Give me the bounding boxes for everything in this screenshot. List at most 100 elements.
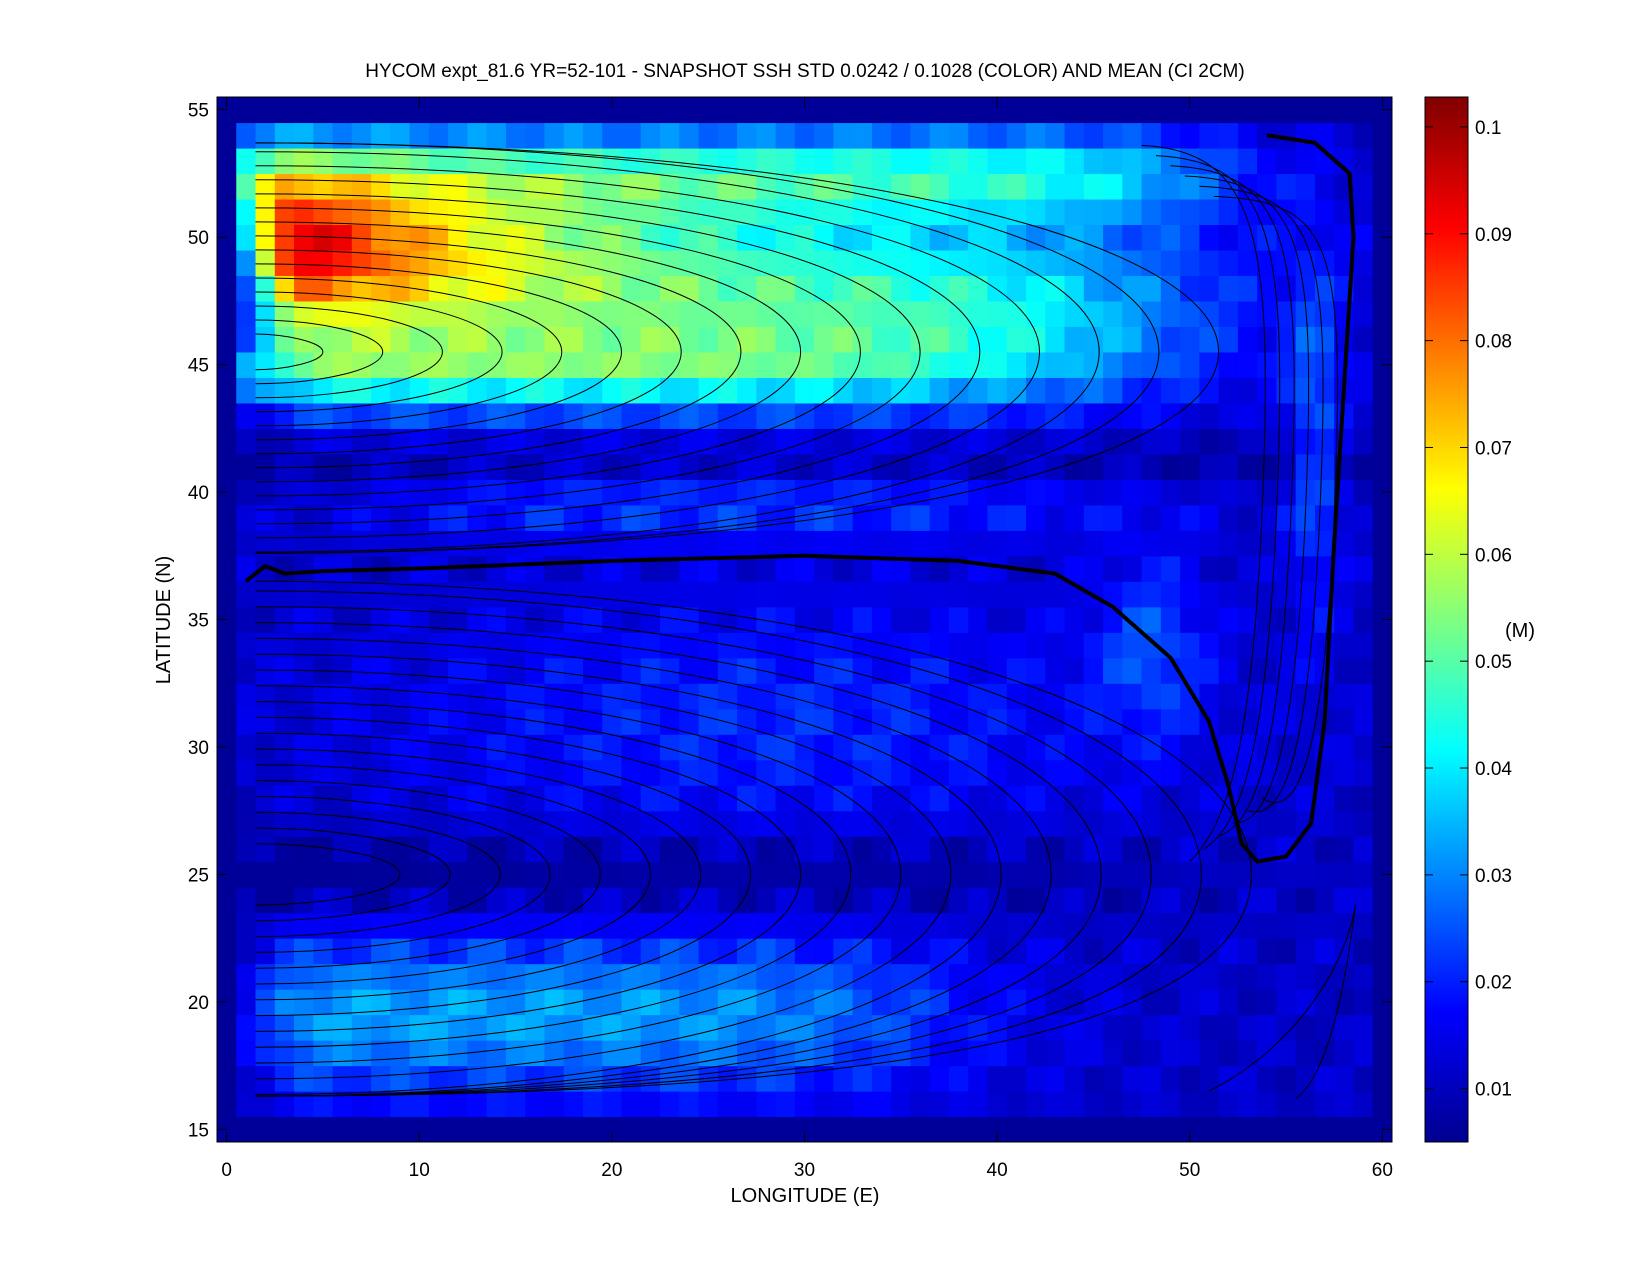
heatmap-cell (775, 963, 796, 990)
heatmap-cell (602, 300, 623, 327)
heatmap-cell (525, 657, 546, 684)
heatmap-cell (1160, 377, 1181, 404)
heatmap-cell (390, 1065, 411, 1092)
heatmap-cell (563, 836, 584, 863)
heatmap-cell (1353, 708, 1374, 735)
heatmap-cell (428, 453, 449, 480)
heatmap-cell (563, 785, 584, 812)
heatmap-cell (217, 581, 237, 608)
heatmap-cell (929, 836, 950, 863)
heatmap-cell (313, 1014, 334, 1041)
heatmap-cell (698, 326, 719, 353)
heatmap-cell (448, 912, 469, 939)
colorbar-tick-label: 0.05 (1475, 652, 1512, 673)
heatmap-cell (737, 1014, 757, 1041)
heatmap-cell (486, 989, 507, 1016)
heatmap-cell (1141, 377, 1162, 404)
heatmap-cell (1199, 912, 1220, 939)
heatmap-cell (833, 530, 854, 557)
heatmap-cell (640, 785, 661, 812)
heatmap-cell (428, 530, 449, 557)
heatmap-cell (833, 504, 854, 531)
heatmap-cell (891, 479, 912, 506)
heatmap-cell (948, 1116, 969, 1142)
heatmap-cell (717, 377, 738, 404)
heatmap-cell (1180, 249, 1200, 277)
heatmap-cell (814, 326, 834, 353)
heatmap-cell (910, 198, 931, 226)
heatmap-cell (1103, 581, 1123, 608)
heatmap-cell (371, 377, 391, 404)
heatmap-cell (1160, 912, 1181, 939)
heatmap-cell (1334, 147, 1355, 175)
heatmap-cell (987, 861, 1008, 888)
heatmap-cell (640, 632, 661, 659)
heatmap-cell (1180, 377, 1200, 404)
heatmap-cell (294, 249, 314, 277)
heatmap-cell (274, 504, 295, 531)
heatmap-cell (274, 683, 295, 710)
heatmap-cell (332, 861, 353, 888)
heatmap-cell (448, 97, 469, 124)
heatmap-cell (1237, 555, 1258, 582)
heatmap-cell (428, 785, 449, 812)
heatmap-cell (467, 198, 488, 226)
heatmap-cell (621, 836, 642, 863)
heatmap-cell (1026, 351, 1046, 378)
heatmap-cell (313, 989, 334, 1016)
heatmap-cell (794, 555, 815, 582)
heatmap-cell (582, 198, 603, 226)
heatmap-cell (313, 887, 334, 914)
heatmap-cell (1237, 351, 1258, 378)
heatmap-cell (698, 453, 719, 480)
heatmap-cell (698, 198, 719, 226)
heatmap-cell (1141, 1014, 1162, 1041)
heatmap-cell (660, 581, 680, 608)
heatmap-cell (640, 555, 661, 582)
heatmap-cell (217, 810, 237, 837)
heatmap-cell (1180, 1065, 1200, 1092)
heatmap-cell (1160, 300, 1181, 327)
heatmap-cell (621, 861, 642, 888)
heatmap-cell (582, 632, 603, 659)
heatmap-cell (486, 428, 507, 455)
heatmap-cell (563, 861, 584, 888)
heatmap-cell (236, 912, 257, 939)
heatmap-cell (1353, 530, 1374, 557)
heatmap-cell (236, 504, 257, 531)
heatmap-cell (775, 453, 796, 480)
heatmap-cell (852, 530, 873, 557)
heatmap-cell (448, 377, 469, 404)
heatmap-cell (852, 453, 873, 480)
heatmap-cell (351, 1065, 372, 1092)
heatmap-cell (929, 530, 950, 557)
heatmap-cell (1064, 1040, 1085, 1067)
heatmap-cell (1353, 1014, 1374, 1041)
heatmap-cell (987, 173, 1008, 200)
heatmap-cell (602, 708, 623, 735)
heatmap-cell (640, 657, 661, 684)
heatmap-cell (1218, 887, 1239, 914)
heatmap-cell (717, 173, 738, 200)
heatmap-cell (217, 759, 237, 786)
heatmap-cell (544, 785, 565, 812)
heatmap-cell (1180, 326, 1200, 353)
heatmap-cell (756, 1065, 777, 1092)
heatmap-cell (698, 606, 719, 633)
heatmap-cell (1141, 249, 1162, 277)
heatmap-cell (1372, 683, 1392, 710)
heatmap-cell (236, 1116, 257, 1142)
heatmap-cell (1314, 300, 1335, 327)
heatmap-cell (1122, 351, 1143, 378)
heatmap-cell (486, 632, 507, 659)
heatmap-cell (871, 912, 892, 939)
heatmap-cell (1045, 198, 1066, 226)
heatmap-cell (1218, 836, 1239, 863)
heatmap-cell (968, 173, 989, 200)
heatmap-cell (582, 861, 603, 888)
heatmap-cell (1006, 147, 1027, 175)
heatmap-cell (929, 198, 950, 226)
heatmap-cell (1045, 97, 1066, 124)
heatmap-cell (756, 377, 777, 404)
heatmap-cell (1045, 122, 1066, 149)
